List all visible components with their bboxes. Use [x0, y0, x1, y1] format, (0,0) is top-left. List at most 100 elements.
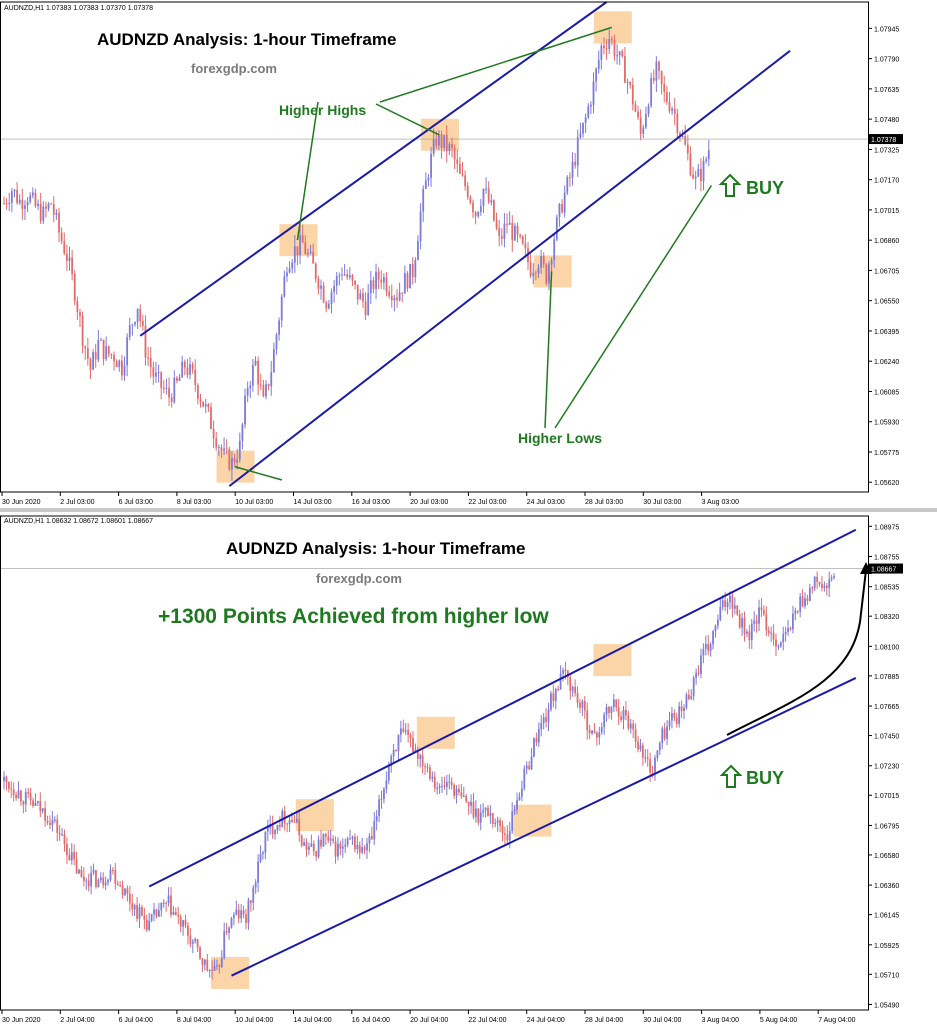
candle-body — [508, 831, 511, 841]
candle-body — [257, 360, 260, 385]
candle-body — [503, 223, 506, 239]
candle-body — [344, 844, 347, 847]
candle-body — [5, 776, 8, 782]
candle-body — [523, 768, 526, 789]
candle-body — [398, 292, 401, 301]
candle-body — [320, 285, 322, 289]
candle-body — [172, 911, 175, 915]
candle-body — [593, 730, 596, 733]
candle-body — [71, 257, 74, 274]
candle-body — [438, 786, 441, 788]
candle-body — [63, 241, 66, 254]
candle-body — [15, 794, 17, 798]
candle-body — [535, 738, 538, 743]
candle-body — [356, 284, 359, 300]
candle-body — [550, 693, 552, 710]
candle-body — [559, 673, 562, 690]
candle-body — [84, 346, 87, 349]
candle-body — [119, 885, 122, 887]
candle-body — [617, 707, 620, 717]
candle-body — [456, 159, 459, 164]
candle-body — [678, 706, 681, 724]
candle-body — [362, 293, 364, 302]
candle-body — [685, 694, 688, 708]
candle-body — [21, 199, 24, 209]
candle-body — [631, 84, 634, 105]
candle-body — [207, 404, 210, 408]
candle-body — [212, 428, 215, 439]
y-tick-label: 1.07325 — [874, 147, 899, 154]
candle-body — [658, 743, 661, 751]
candle-body — [665, 91, 668, 103]
candle-body — [403, 273, 406, 294]
candle-body — [254, 360, 257, 366]
candle-body — [80, 869, 83, 877]
annotation-pointer — [379, 26, 613, 103]
y-tick-label: 1.07015 — [874, 793, 899, 800]
candle-body — [545, 264, 548, 284]
candle-body — [299, 235, 301, 256]
candle-body — [262, 852, 264, 854]
candle-body — [661, 728, 664, 744]
candle-body — [455, 788, 458, 796]
candle-body — [73, 852, 76, 860]
candle-body — [58, 212, 60, 233]
candle-body — [632, 723, 635, 730]
candle-body — [105, 346, 108, 360]
candle-body — [758, 607, 760, 624]
watermark-text: forexgdp.com — [316, 571, 402, 586]
x-tick-label: 5 Aug 04:00 — [760, 1017, 797, 1024]
candle-body — [121, 885, 124, 896]
candle-body — [182, 920, 184, 927]
candle-body — [385, 277, 388, 292]
candle-body — [126, 337, 129, 366]
candle-body — [3, 776, 5, 781]
candle-body — [157, 372, 160, 374]
candle-body — [548, 264, 550, 284]
candle-body — [114, 869, 117, 884]
candle-body — [183, 361, 186, 368]
candle-body — [702, 160, 705, 182]
candle-body — [228, 449, 231, 470]
candle-body — [753, 620, 756, 624]
candle-body — [537, 728, 540, 743]
candle-body — [315, 851, 318, 857]
candle-body — [90, 872, 93, 887]
candle-body — [569, 676, 572, 691]
y-tick-label: 1.06795 — [874, 823, 899, 830]
y-tick-label: 1.05775 — [874, 450, 899, 457]
candle-body — [293, 246, 296, 263]
candle-body — [516, 225, 519, 235]
x-tick-label: 20 Jul 04:00 — [410, 1017, 448, 1024]
candle-body — [472, 801, 475, 818]
candle-body — [148, 920, 151, 930]
candle-body — [738, 614, 741, 628]
y-tick-label: 1.06860 — [874, 238, 899, 245]
candle-body — [128, 893, 131, 904]
x-tick-label: 8 Jul 04:00 — [177, 1017, 211, 1024]
candle-body — [581, 700, 584, 708]
candle-body — [487, 807, 489, 816]
candle-body — [656, 750, 659, 758]
candle-body — [317, 278, 320, 289]
candle-body — [61, 834, 63, 836]
candle-body — [524, 243, 527, 249]
candle-body — [729, 595, 731, 603]
candle-body — [291, 262, 294, 269]
y-tick-label: 1.07170 — [874, 178, 899, 185]
candle-body — [12, 789, 15, 795]
candle-body — [97, 880, 100, 887]
candle-body — [589, 104, 592, 107]
candle-body — [477, 211, 480, 217]
candle-body — [131, 324, 134, 326]
candle-body — [511, 222, 514, 241]
candle-body — [79, 312, 81, 316]
candle-body — [673, 108, 676, 114]
candle-body — [392, 750, 395, 757]
candle-body — [312, 252, 315, 264]
candle-body — [528, 765, 531, 770]
candle-body — [244, 395, 246, 425]
candle-body — [252, 887, 255, 903]
candle-body — [610, 706, 613, 713]
candle-body — [741, 617, 743, 628]
